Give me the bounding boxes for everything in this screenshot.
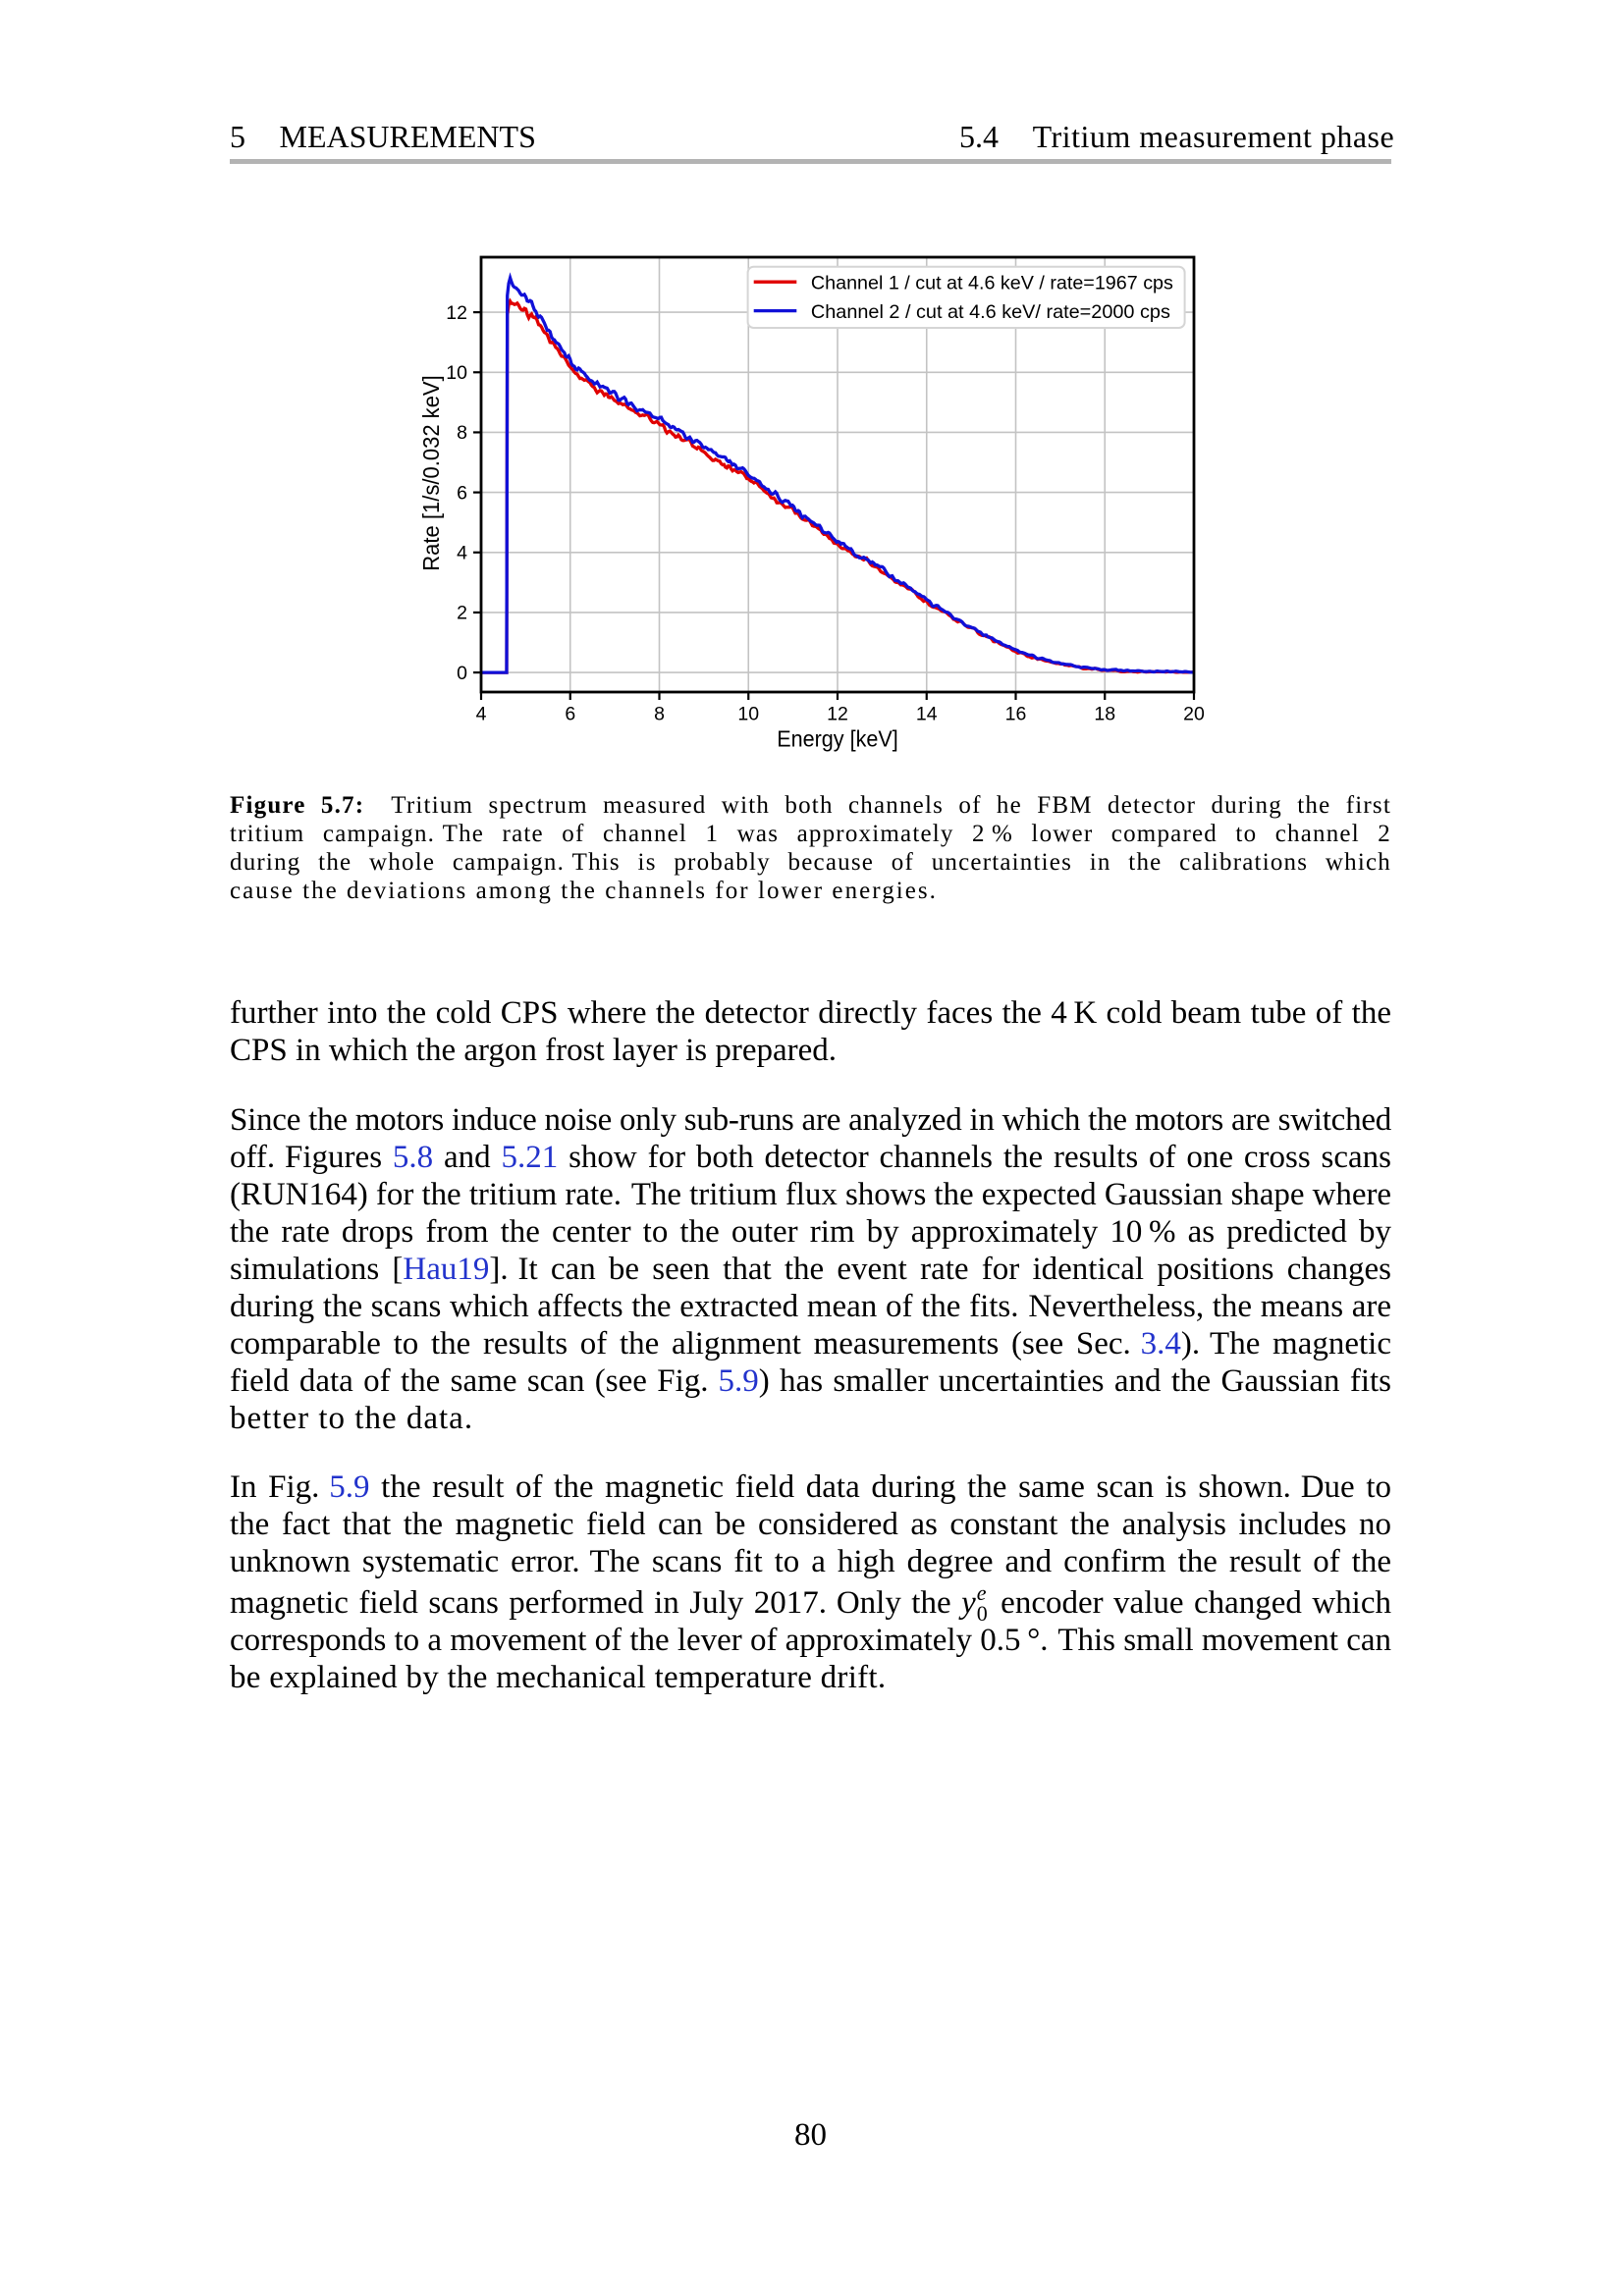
svg-text:Channel 1 / cut at 4.6 keV / r: Channel 1 / cut at 4.6 keV / rate=1967 c… [811,272,1173,294]
svg-text:4: 4 [476,704,487,725]
svg-text:6: 6 [565,704,575,725]
svg-text:Rate [1/s/0.032 keV]: Rate [1/s/0.032 keV] [418,375,444,571]
svg-text:8: 8 [457,422,467,444]
svg-text:Channel 2 / cut at 4.6 keV/ ra: Channel 2 / cut at 4.6 keV/ rate=2000 cp… [811,301,1170,323]
svg-text:20: 20 [1183,704,1205,725]
svg-text:0: 0 [457,663,467,684]
svg-text:6: 6 [457,482,467,504]
svg-text:16: 16 [1005,704,1027,725]
svg-text:10: 10 [737,704,759,725]
svg-text:8: 8 [654,704,665,725]
svg-text:Energy [keV]: Energy [keV] [777,726,898,752]
svg-text:18: 18 [1094,704,1115,725]
svg-text:10: 10 [446,362,467,384]
svg-text:4: 4 [457,542,467,563]
svg-text:14: 14 [916,704,938,725]
svg-text:2: 2 [457,603,467,624]
svg-text:12: 12 [827,704,848,725]
svg-text:12: 12 [446,302,467,324]
